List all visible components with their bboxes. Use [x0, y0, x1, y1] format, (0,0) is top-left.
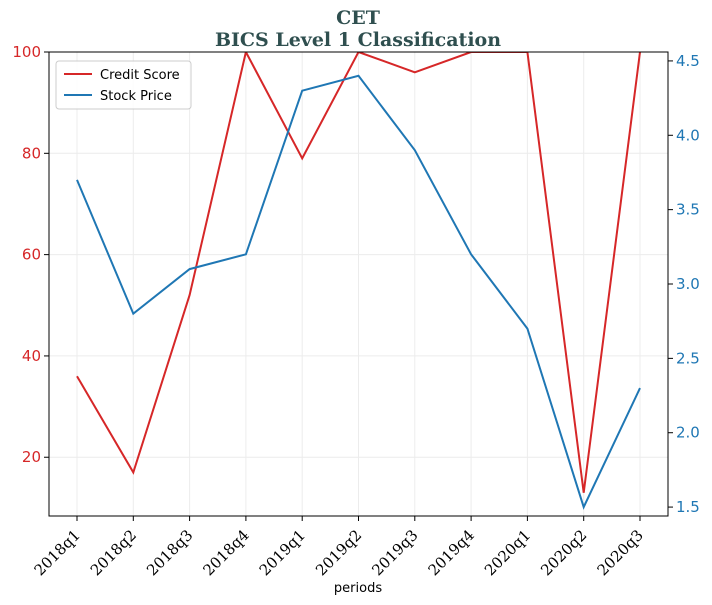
y-left-tick-label: 40 — [22, 347, 41, 365]
x-tick-label: 2020q1 — [481, 526, 534, 579]
chart-title: CET — [336, 7, 380, 29]
series-line-credit-score — [76, 52, 641, 493]
y-right-tick-label: 2.0 — [676, 424, 700, 442]
y-left-tick-label: 60 — [22, 246, 41, 264]
x-tick-label: 2018q1 — [31, 526, 84, 579]
x-tick-label: 2020q2 — [537, 526, 590, 579]
chart-subtitle: BICS Level 1 Classification — [215, 29, 501, 51]
series-group — [76, 52, 641, 510]
y-right-tick-label: 2.5 — [676, 349, 700, 367]
x-axis-label: periods — [334, 581, 382, 596]
series-line-stock-price — [76, 74, 641, 510]
y-right-tick-label: 3.5 — [676, 201, 700, 219]
y-left-tick-label: 100 — [12, 43, 41, 61]
x-tick-label: 2019q4 — [425, 526, 478, 579]
x-tick-label: 2019q3 — [368, 526, 421, 579]
x-tick-label: 2018q2 — [87, 526, 140, 579]
grid — [49, 51, 668, 516]
x-tick-label: 2018q4 — [199, 526, 252, 579]
y-right-tick-label: 1.5 — [676, 498, 700, 516]
legend-label: Credit Score — [100, 68, 180, 83]
y-right-tick-label: 4.0 — [676, 126, 700, 144]
y-left-tick-label: 20 — [22, 448, 41, 466]
y-right-tick-label: 3.0 — [676, 275, 700, 293]
x-tick-label: 2019q1 — [256, 526, 309, 579]
axes: 2018q1 2018q2 2018q3 2018q4 2019q1 2019q2 2019… — [12, 43, 700, 579]
x-tick-label: 2018q3 — [143, 526, 196, 579]
y-right-tick-label: 4.5 — [676, 52, 700, 70]
legend-label: Stock Price — [100, 89, 172, 104]
legend: Credit Score Stock Price — [55, 60, 192, 110]
y-left-tick-label: 80 — [22, 144, 41, 162]
x-tick-label: 2019q2 — [312, 526, 365, 579]
x-tick-label: 2020q3 — [594, 526, 647, 579]
